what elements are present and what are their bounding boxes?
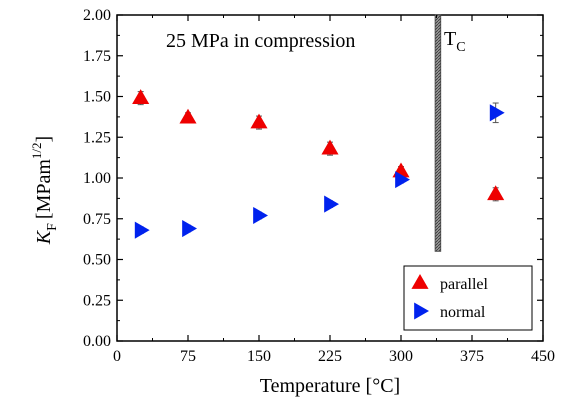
chart-annotation: 25 MPa in compression (166, 30, 355, 52)
x-tick-label: 300 (389, 348, 413, 365)
legend-parallel-marker (411, 274, 429, 289)
x-tick-label: 150 (247, 348, 271, 365)
x-tick-label: 0 (113, 348, 121, 365)
y-axis-title-exponent: 1/2 (29, 142, 44, 159)
legend-box (403, 265, 533, 331)
x-tick-label: 375 (460, 348, 484, 365)
x-tick-label: 450 (531, 348, 555, 365)
y-axis-title: KF [MPam1/2] (29, 136, 60, 245)
x-axis-ticks: 0 75 150 225 300 375 450 (113, 15, 555, 365)
normal-point (395, 171, 410, 189)
normal-point (324, 195, 339, 213)
normal-point (489, 104, 505, 122)
y-tick-label: 2.00 (83, 7, 111, 24)
x-tick-label: 225 (318, 348, 342, 365)
normal-point (253, 206, 268, 225)
legend-normal-marker (414, 302, 429, 320)
y-tick-label: 1.50 (83, 89, 111, 106)
y-tick-label: 0.75 (83, 211, 111, 228)
data-points (132, 89, 505, 239)
y-tick-label: 0.00 (83, 333, 111, 350)
y-tick-label: 1.75 (83, 48, 111, 65)
y-tick-label: 0.50 (83, 252, 111, 269)
parallel-point (250, 113, 268, 129)
curie-temperature-band (434, 14, 442, 252)
y-axis-title-symbol: K (33, 229, 55, 245)
normal-point (134, 221, 150, 239)
parallel-point (179, 108, 197, 124)
y-tick-label: 1.00 (83, 170, 111, 187)
y-axis-ticks: 0.00 0.25 0.50 0.75 1.00 1.25 1.50 1.75 2.00 (83, 7, 543, 350)
y-tick-label: 1.25 (83, 129, 111, 146)
y-axis-title-close: ] (33, 136, 55, 143)
y-axis-title-unit: [MPam (33, 159, 55, 219)
legend-normal-label: normal (440, 304, 486, 321)
curie-label-sub: C (456, 40, 465, 55)
legend: parallel normal (403, 265, 533, 331)
y-axis-title-subscript: F (45, 223, 60, 231)
normal-point (182, 219, 197, 238)
curie-label-main: T (444, 28, 456, 50)
parallel-point (321, 139, 339, 155)
parallel-point (132, 89, 150, 104)
x-axis-title: Temperature [°C] (260, 375, 400, 397)
x-tick-label: 75 (180, 348, 196, 365)
curie-temperature-label: TC (444, 28, 466, 55)
legend-parallel-label: parallel (440, 276, 489, 293)
y-tick-label: 0.25 (83, 292, 111, 309)
parallel-point (487, 185, 505, 201)
